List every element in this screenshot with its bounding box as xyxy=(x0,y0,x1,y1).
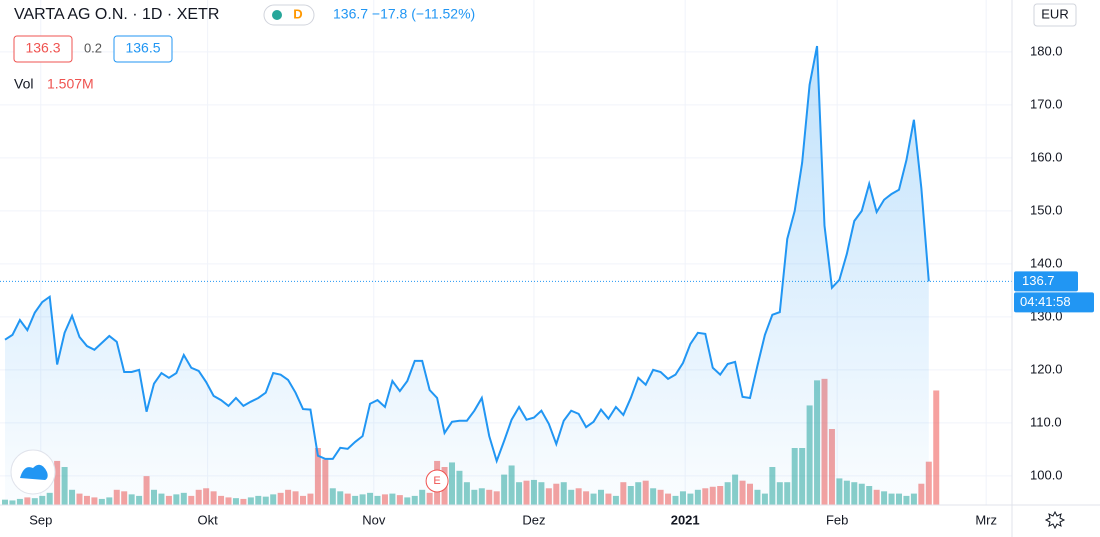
status-pill xyxy=(263,4,315,26)
countdown-box xyxy=(1014,292,1094,313)
legend-header: VARTA AG O.N. · 1D · XETR D 136.7 −17.8 … xyxy=(13,4,475,92)
interval-badge: D xyxy=(293,6,302,21)
y-tick-label: 160.0 xyxy=(1030,149,1063,164)
countdown: 04:41:58 xyxy=(1020,294,1071,309)
x-tick-label: Sep xyxy=(29,512,52,527)
y-tick-label: 120.0 xyxy=(1030,361,1063,376)
settings-icon[interactable] xyxy=(1044,510,1066,530)
price-change: 136.7 −17.8 (−11.52%) xyxy=(333,6,475,22)
y-tick-label: 150.0 xyxy=(1030,202,1063,217)
vol-label: Vol xyxy=(14,76,33,92)
price-line xyxy=(4,45,930,465)
last-price-box xyxy=(1014,271,1078,292)
currency: EUR xyxy=(1041,6,1068,21)
x-tick-label: Okt xyxy=(198,512,219,527)
y-tick-label: 140.0 xyxy=(1030,255,1063,270)
bid: 136.3 xyxy=(25,40,60,56)
market-status xyxy=(272,10,282,20)
logo-icon xyxy=(20,464,48,480)
y-tick-label: 180.0 xyxy=(1030,43,1063,58)
x-tick-label: Dez xyxy=(522,512,545,527)
x-tick-label: Nov xyxy=(362,512,386,527)
x-tick-label: 2021 xyxy=(671,512,700,527)
symbol: VARTA AG O.N. · 1D · XETR xyxy=(14,6,219,23)
spread: 0.2 xyxy=(84,40,102,55)
x-tick-label: Mrz xyxy=(975,512,997,527)
bid-box[interactable] xyxy=(13,35,73,63)
ask-box[interactable] xyxy=(113,35,173,63)
volume-bar xyxy=(933,390,940,505)
last-price-label: 136.7 xyxy=(1022,273,1055,288)
earnings-marker[interactable] xyxy=(425,469,449,493)
ask: 136.5 xyxy=(125,40,160,56)
price-area xyxy=(5,46,929,506)
earnings-label: E xyxy=(433,475,440,487)
y-tick-label: 110.0 xyxy=(1030,414,1062,429)
x-tick-label: Feb xyxy=(826,512,848,527)
vol-value: 1.507M xyxy=(47,76,94,92)
currency-box[interactable] xyxy=(1033,3,1077,27)
y-tick-label: 100.0 xyxy=(1030,467,1063,482)
y-tick-label: 170.0 xyxy=(1030,96,1063,111)
